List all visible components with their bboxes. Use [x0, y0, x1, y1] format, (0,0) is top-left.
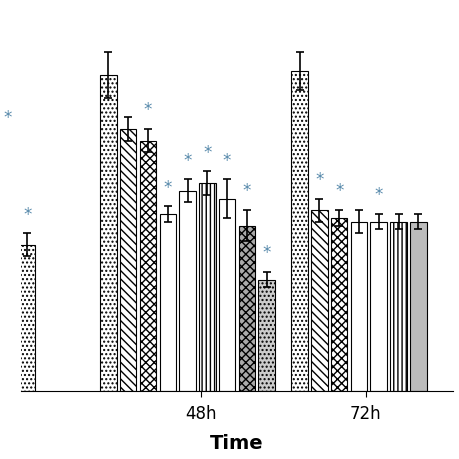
Bar	[100, 75, 117, 392]
Text: *: *	[243, 182, 251, 201]
X-axis label: Time: Time	[210, 435, 264, 453]
Text: *: *	[3, 109, 11, 127]
Bar	[199, 183, 216, 392]
Bar	[410, 222, 426, 392]
Text: *: *	[315, 171, 324, 189]
Bar	[291, 71, 308, 392]
Bar	[331, 218, 347, 392]
Bar	[0, 152, 16, 392]
Text: *: *	[203, 144, 212, 162]
Text: *: *	[144, 101, 152, 119]
Text: *: *	[223, 151, 231, 169]
Bar	[19, 245, 35, 392]
Bar	[390, 222, 407, 392]
Text: *: *	[184, 151, 192, 169]
Bar	[239, 225, 255, 392]
Text: *: *	[163, 179, 172, 196]
Text: *: *	[335, 182, 343, 201]
Bar	[351, 222, 367, 392]
Text: *: *	[375, 186, 383, 204]
Bar	[140, 140, 156, 392]
Bar	[370, 222, 387, 392]
Bar	[160, 214, 176, 392]
Text: *: *	[23, 206, 31, 224]
Bar	[219, 198, 235, 392]
Bar	[311, 210, 328, 392]
Bar	[258, 280, 275, 392]
Text: *: *	[263, 244, 271, 262]
Bar	[179, 191, 196, 392]
Bar	[120, 129, 136, 392]
